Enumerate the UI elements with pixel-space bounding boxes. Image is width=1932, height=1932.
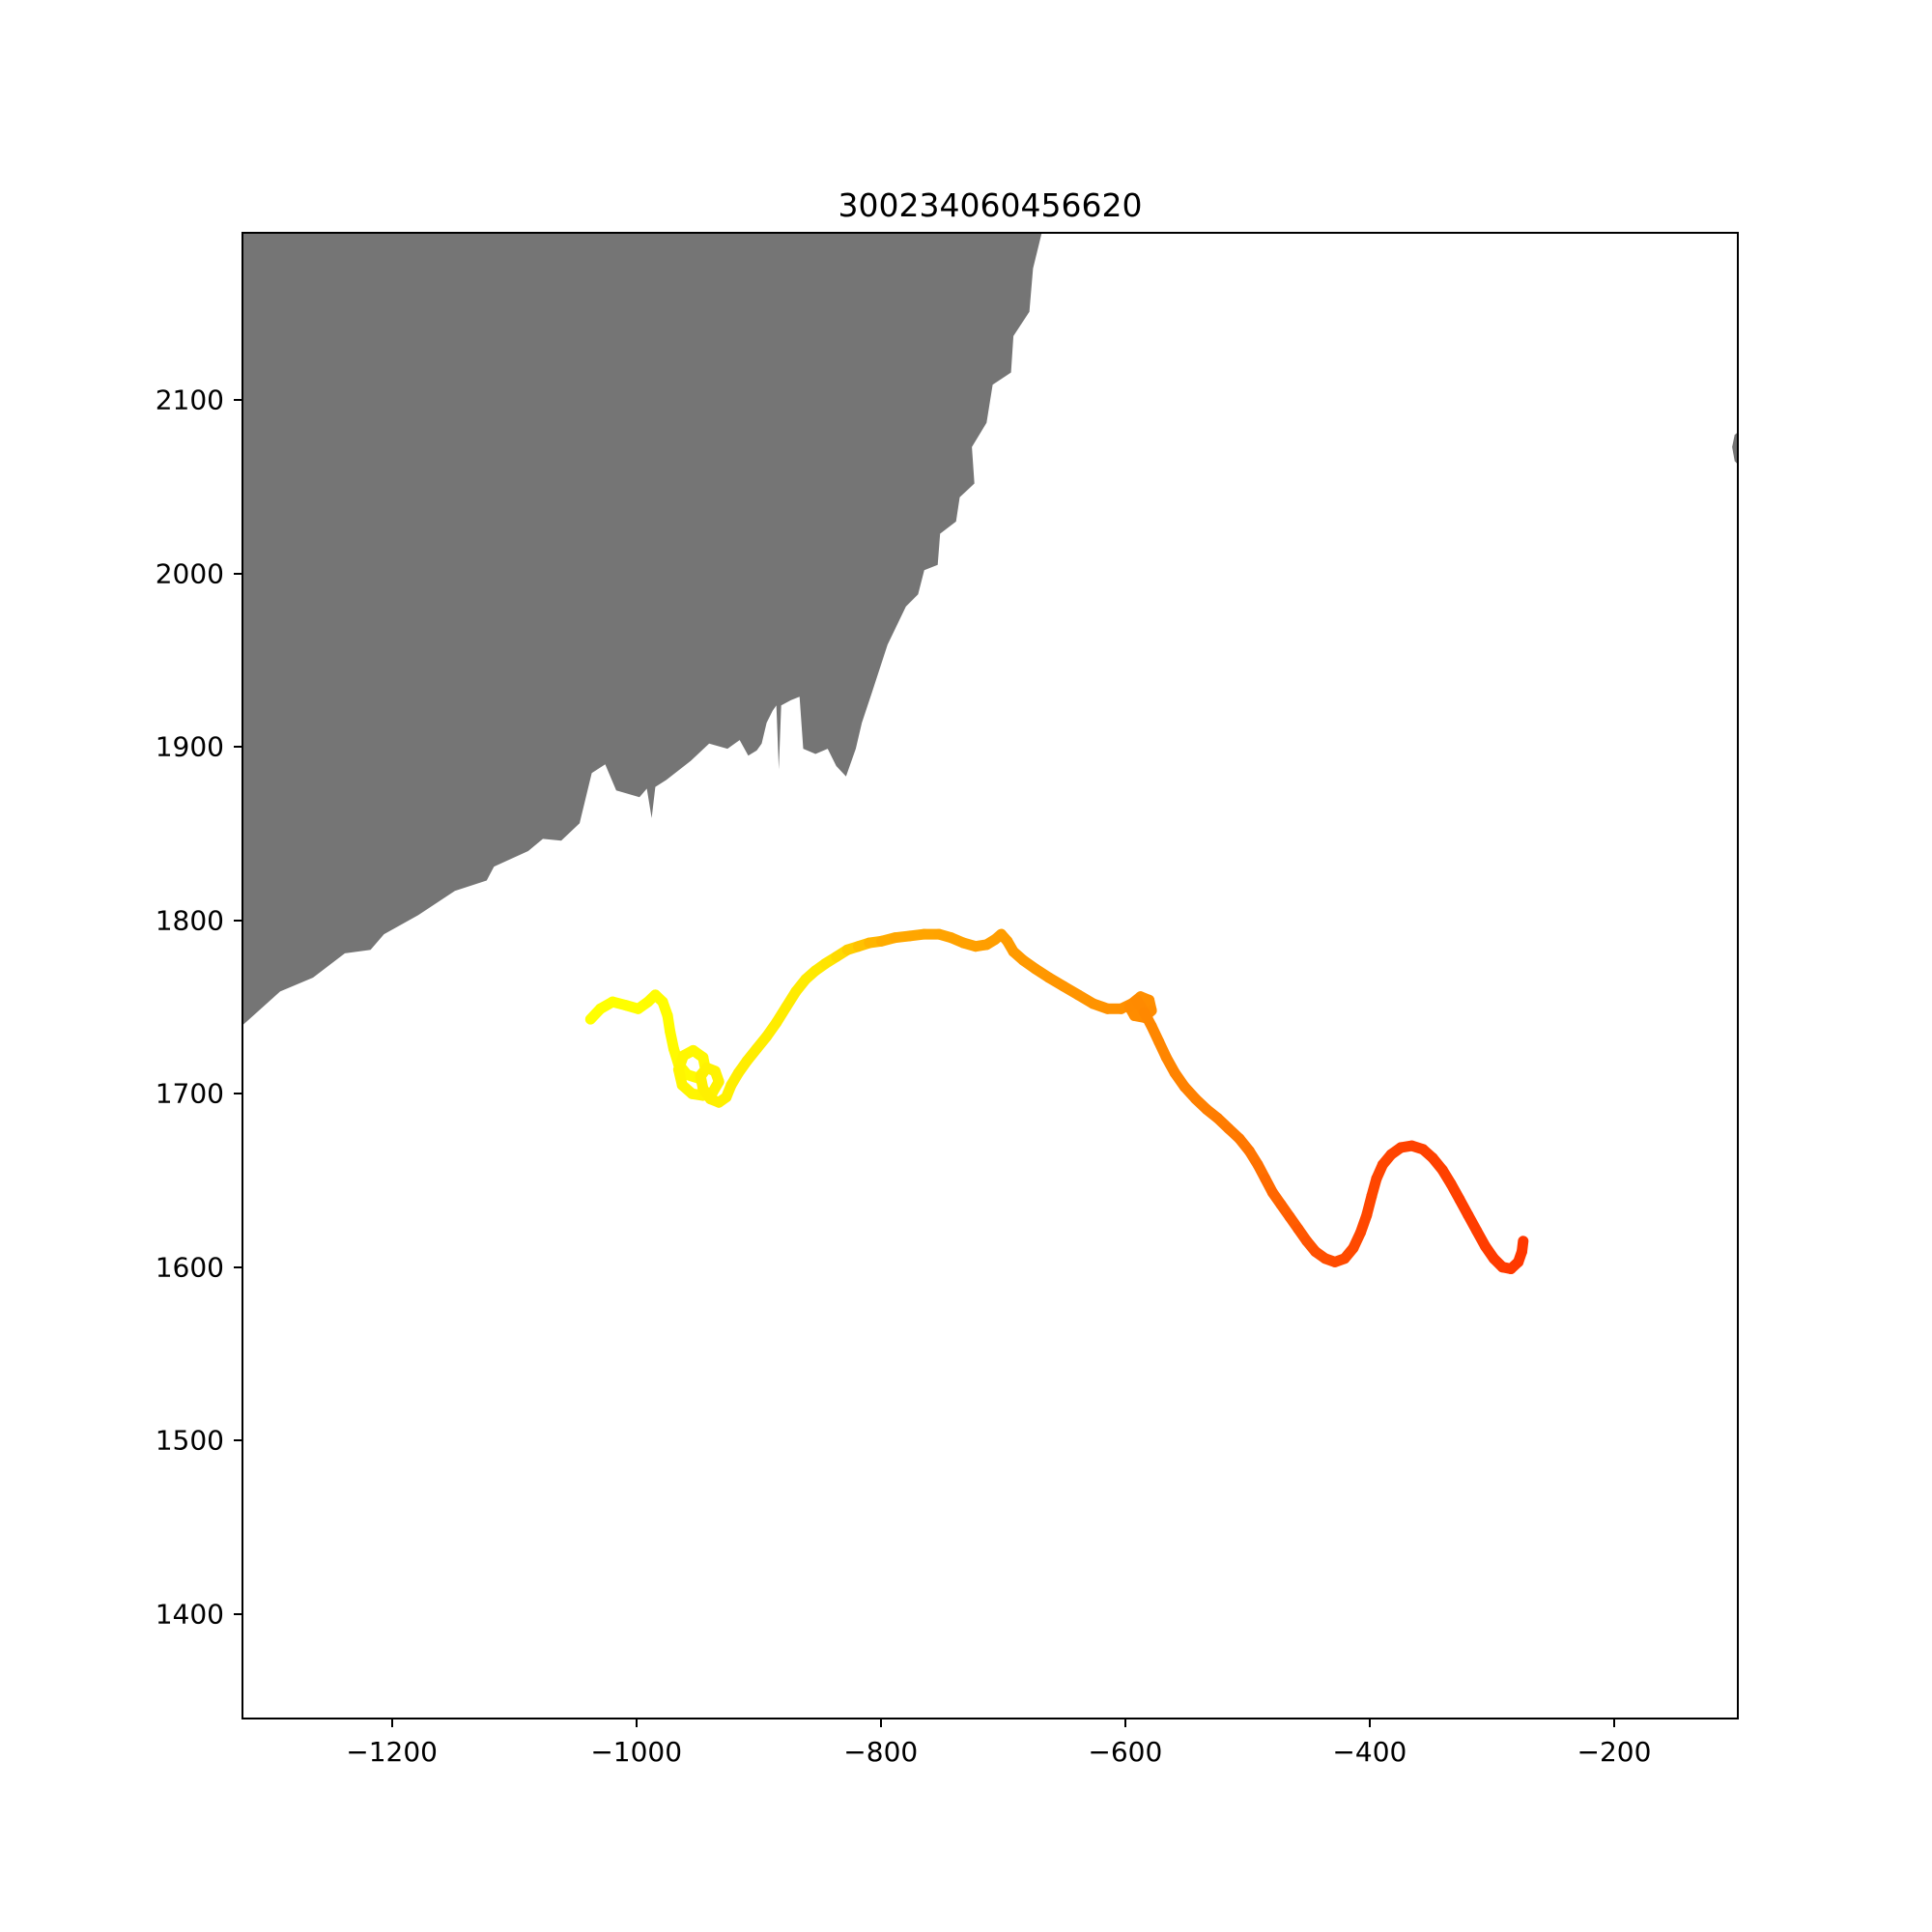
y-tick-mark [234,1612,242,1615]
y-tick-mark [234,1093,242,1095]
trajectory-segment [1517,1236,1529,1258]
y-tick-label: 2000 [155,557,224,590]
trajectory-map-plot [243,234,1737,1274]
landmass-islet [1732,433,1737,464]
x-tick-label: −400 [1332,1736,1407,1768]
x-tick-mark [879,1719,882,1727]
x-tick-label: −1200 [346,1736,438,1768]
landmass-coastline [243,234,1042,1025]
axes-area [242,232,1739,1719]
x-tick-label: −800 [843,1736,919,1768]
plot-title: 300234060456620 [838,186,1143,224]
y-tick-mark [234,572,242,575]
y-tick-mark [234,1265,242,1268]
y-tick-label: 1400 [155,1598,224,1630]
y-tick-label: 1500 [155,1424,224,1457]
y-tick-label: 1700 [155,1077,224,1110]
x-tick-mark [390,1719,393,1727]
y-tick-label: 1900 [155,730,224,763]
y-tick-label: 1800 [155,904,224,937]
x-tick-mark [635,1719,638,1727]
x-tick-label: −1000 [590,1736,683,1768]
y-tick-label: 2100 [155,384,224,416]
y-tick-label: 1600 [155,1251,224,1284]
y-tick-mark [234,1439,242,1442]
y-tick-mark [234,746,242,749]
x-tick-label: −200 [1577,1736,1652,1768]
y-tick-mark [234,399,242,402]
y-tick-mark [234,919,242,922]
x-tick-mark [1368,1719,1371,1727]
x-tick-label: −600 [1088,1736,1163,1768]
x-tick-mark [1123,1719,1126,1727]
x-tick-mark [1612,1719,1615,1727]
